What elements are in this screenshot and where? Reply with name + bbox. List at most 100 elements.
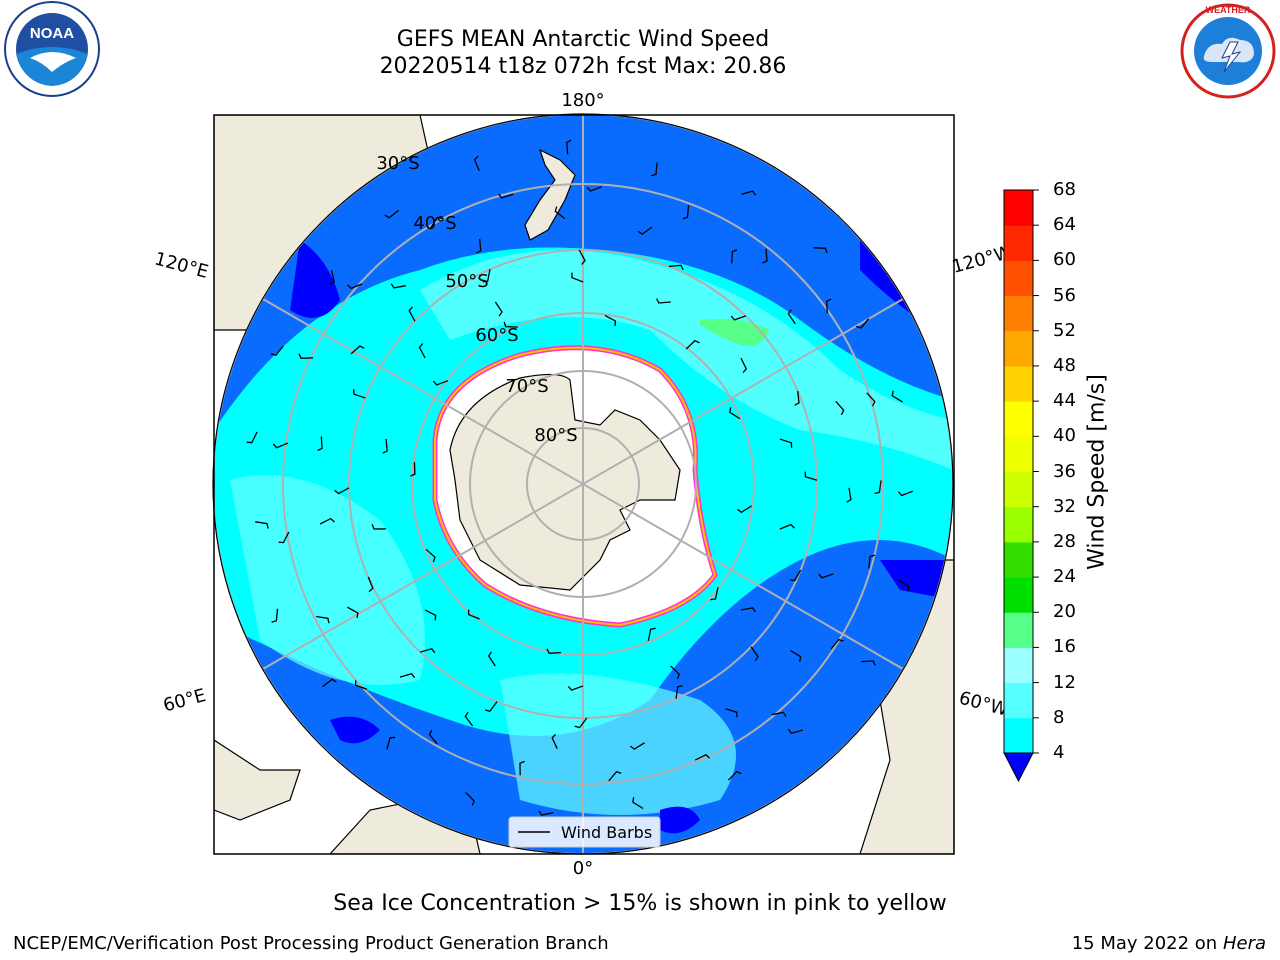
wind-barb [487,651,496,667]
nws-logo: WEATHER [1180,3,1276,99]
colorbar-tick-label: 64 [1053,214,1076,236]
colorbar-segment [1004,612,1033,648]
wind-barb [382,438,388,454]
wind-barb [467,609,480,620]
wind-barb [794,390,800,406]
colorbar-tick-label: 12 [1053,671,1076,693]
noaa-logo-text: NOAA [30,25,74,42]
colorbar-segment [1004,436,1033,472]
wind-barb [604,314,617,327]
wind-barb [334,487,350,495]
wind-barb [246,431,258,444]
colorbar-segment [1004,506,1033,543]
wind-barb [271,608,279,623]
wind-barb [656,298,671,304]
wind-barb [818,573,834,579]
wind-barb [750,646,759,662]
wind-barb [503,321,518,328]
legend-label: Wind Barbs [561,823,652,842]
wind-barb [316,615,330,624]
colorbar-tick-label: 24 [1053,566,1076,588]
wind-barb [347,283,363,290]
colorbar-tick-label: 20 [1053,601,1076,623]
wind-barb [272,442,289,449]
colorbar-segment [1004,717,1033,754]
colorbar-segment [1004,541,1033,578]
colorbar-label: Wind Speed [m/s] [1084,374,1110,570]
colorbar-segment [1004,365,1033,402]
lon-label-lower-right: 60°W [957,688,1011,721]
wind-barb [408,306,416,322]
wind-barb [298,353,314,359]
noaa-logo: NOAA [4,1,100,97]
colorbar-tick-label: 44 [1053,390,1076,412]
colorbar [1003,189,1039,783]
wind-barb [710,587,719,601]
lon-label-lower-left: 60°E [161,685,208,716]
wind-barb [670,665,681,680]
wind-barb [874,480,882,495]
wind-barb [367,576,374,593]
wind-barb [538,810,554,816]
wind-barb [855,318,870,329]
wind-barb [725,708,738,718]
map-frame [213,114,955,855]
wind-barb [519,760,525,776]
wind-barb [762,248,768,264]
colorbar-segment [1004,647,1033,684]
wind-barb [386,736,396,750]
sea-ice-note: Sea Ice Concentration > 15% is shown in … [333,891,947,916]
colorbar-tick-label: 8 [1053,706,1065,728]
wind-barb [779,523,795,530]
colorbar-segment [1004,260,1033,297]
wind-barb [668,264,684,271]
wind-barb [897,490,914,497]
colorbar-tick-label: 68 [1053,179,1076,200]
wind-barb [551,733,558,749]
legend: Wind Barbs [508,816,661,848]
wind-barb [319,517,335,525]
map-subtitle: 20220514 t18z 072h fcst Max: 20.86 [379,54,787,79]
wind-barb [682,205,690,220]
colorbar-tick-label: 60 [1053,249,1076,271]
map-title: GEFS MEAN Antarctic Wind Speed [396,27,770,52]
colorbar-tick-label: 32 [1053,495,1076,517]
wind-barb [322,678,337,688]
wind-barb [317,436,323,452]
wind-barb [675,685,683,699]
wind-barb [473,155,480,171]
wind-barb [494,301,503,317]
run-date-host: 15 May 2022 on Hera [1072,933,1266,954]
wind-speed-field [213,114,953,854]
colorbar-tick-label: 28 [1053,530,1076,552]
run-date: 15 May 2022 [1071,933,1190,954]
wind-barb [390,283,406,289]
wind-barb [694,754,711,761]
wind-barb [608,770,622,782]
wind-barb [350,345,365,355]
lon-label-top: 180° [561,90,604,111]
colorbar-segment [1004,471,1033,508]
wind-barb [418,343,426,359]
wind-barb [813,247,828,254]
wind-barb [898,579,910,592]
wind-barb [424,609,437,621]
wind-barb [354,680,368,690]
colorbar-tick-label: 40 [1053,425,1076,447]
wind-barb [737,505,752,514]
run-on: on [1194,933,1218,954]
wind-barb [740,357,748,374]
wind-barb [586,185,602,192]
wind-barb [741,190,757,196]
wind-barb [278,531,290,544]
lat-label-30s: 30°S [376,153,419,174]
wind-barb [861,660,876,666]
colorbar-tick-label: 48 [1053,354,1076,376]
wind-barb [868,554,876,569]
wind-barb [826,298,832,314]
colorbar-segment [1004,295,1033,332]
wind-barb [891,390,903,403]
wind-barb [428,729,438,745]
wind-barb [255,521,269,529]
wind-barb [650,162,658,177]
